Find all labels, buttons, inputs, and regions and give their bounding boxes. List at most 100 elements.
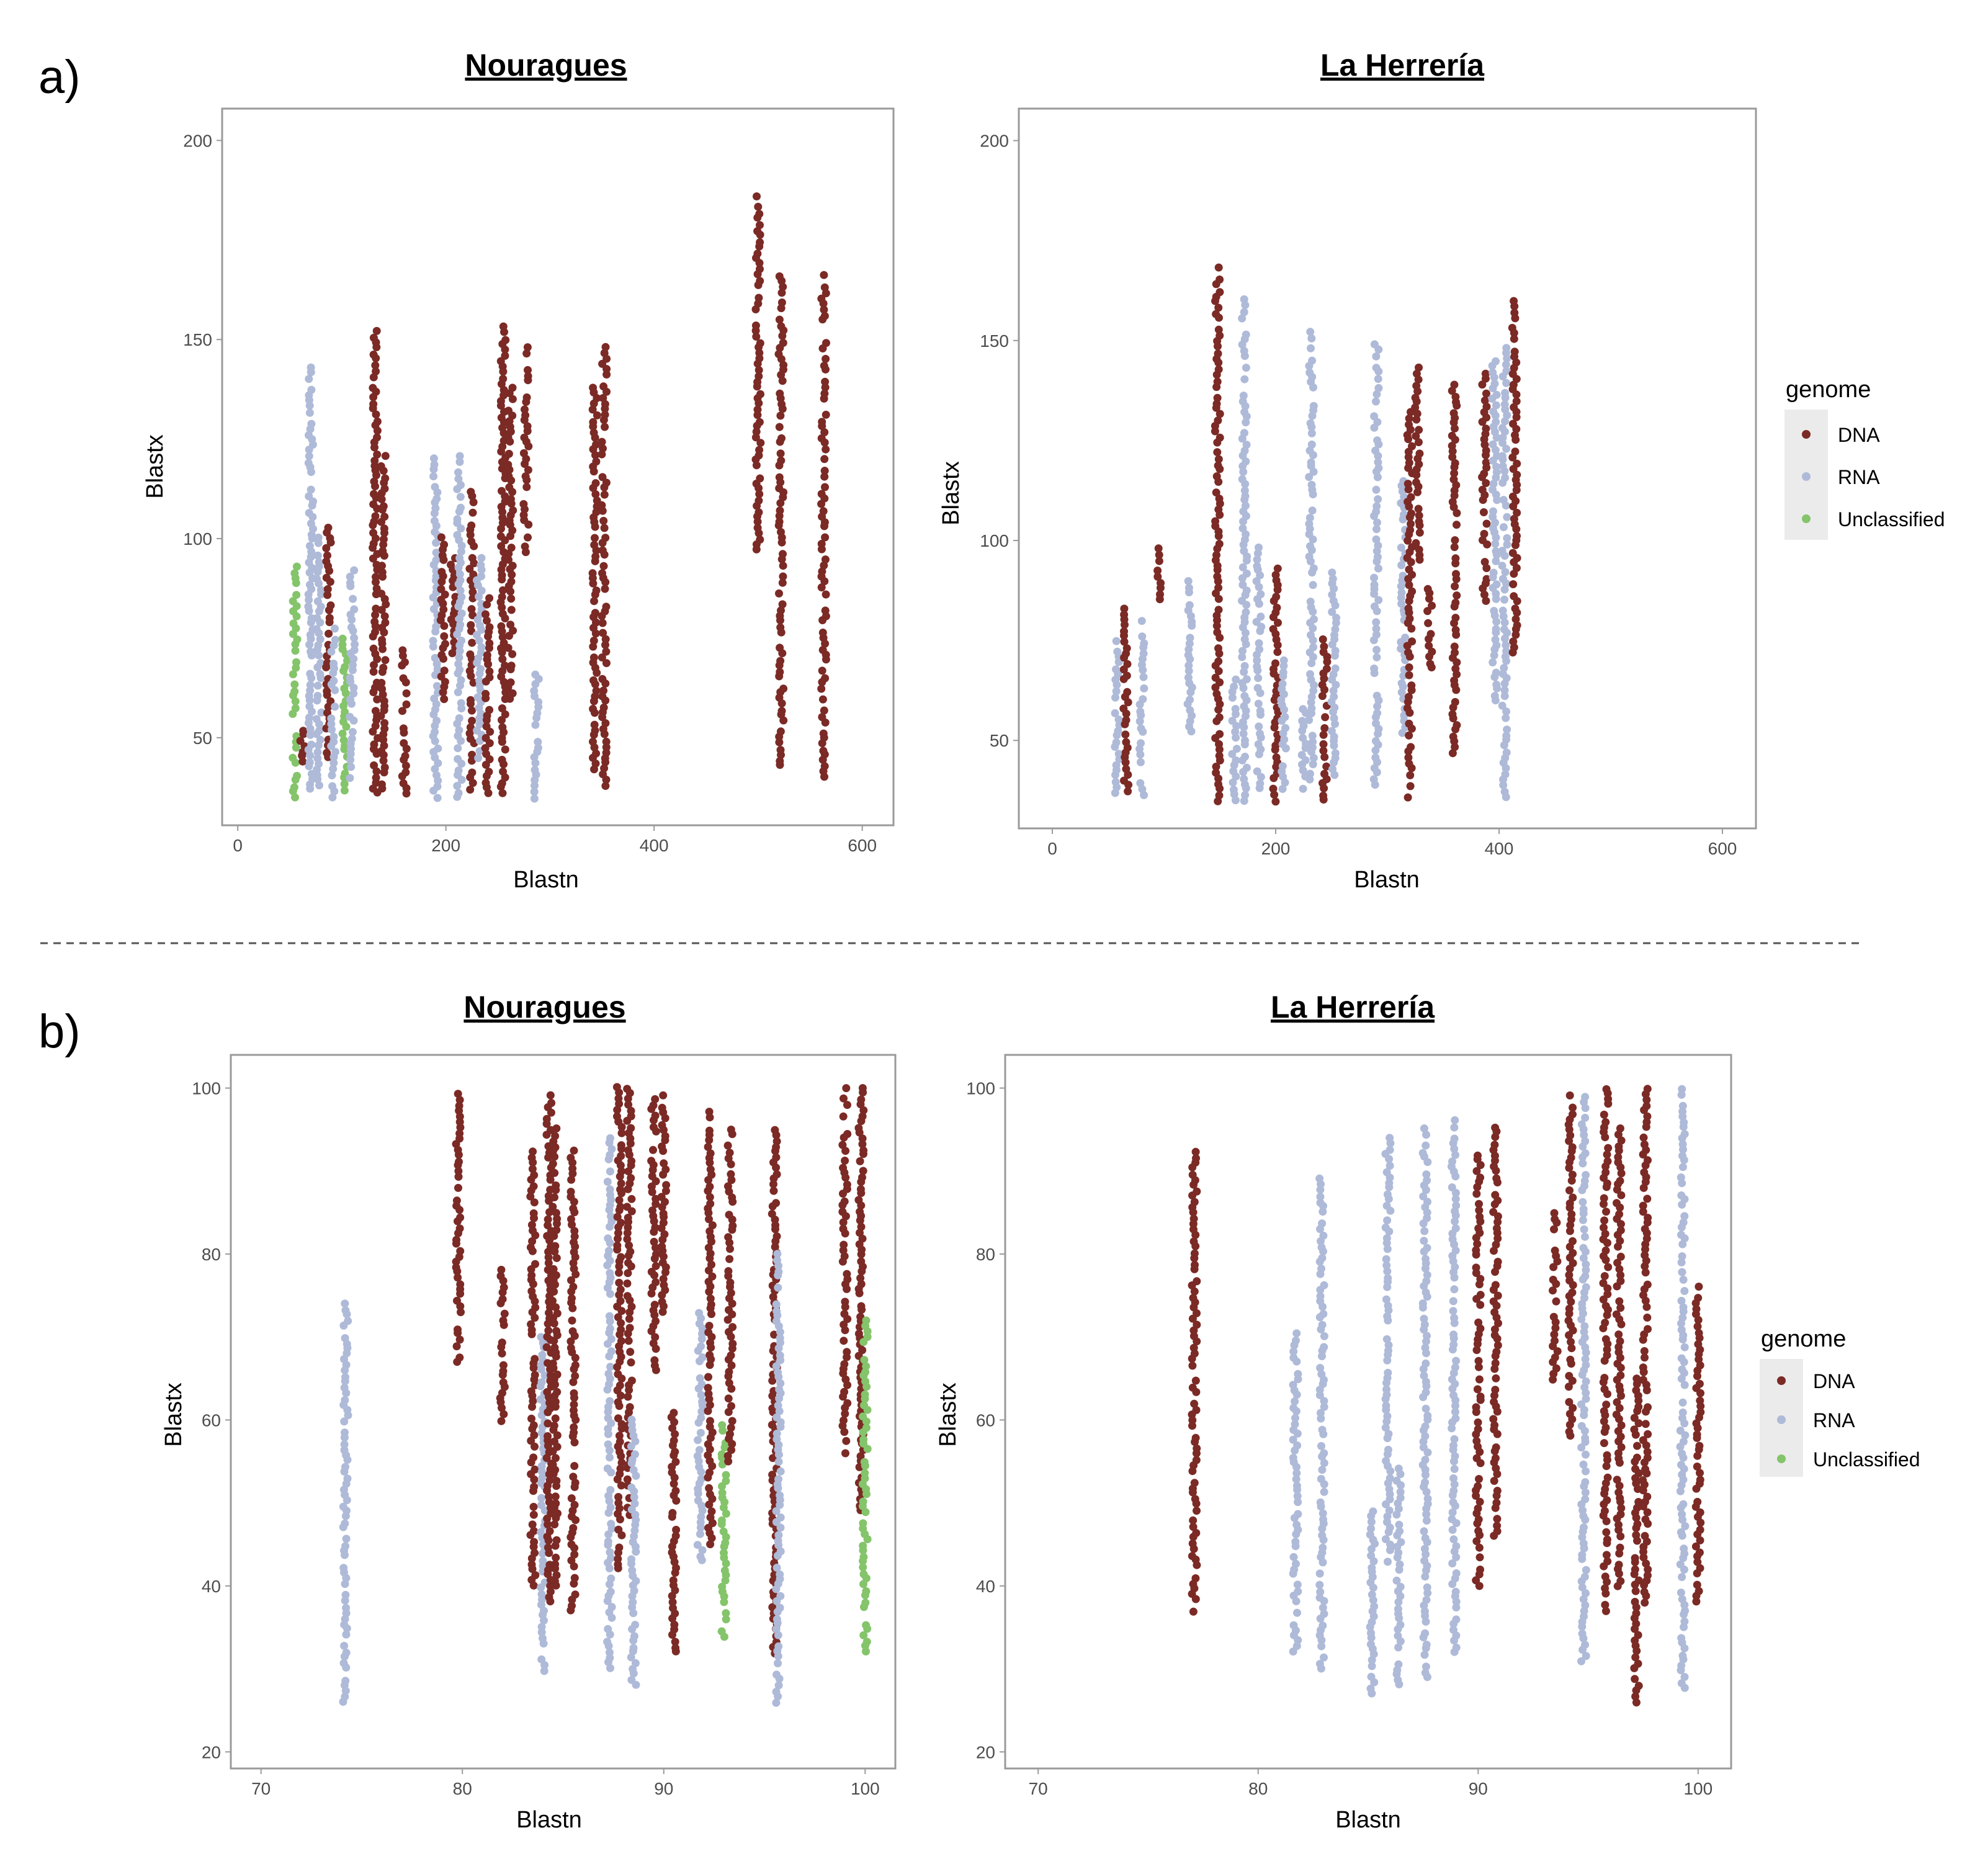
data-point-dna: [1407, 724, 1416, 733]
data-point-dna: [1451, 582, 1459, 591]
data-point-dna: [625, 1150, 634, 1159]
data-point-rna: [1450, 1319, 1459, 1327]
data-point-dna: [754, 399, 763, 408]
data-point-dna: [1617, 1504, 1626, 1512]
data-point-rna: [327, 647, 336, 656]
data-point-dna: [1216, 784, 1224, 793]
data-point-rna: [457, 704, 466, 713]
data-point-dna: [1490, 1365, 1499, 1373]
data-point-dna: [753, 213, 762, 222]
data-point-rna: [307, 651, 316, 660]
data-point-unclassified: [859, 1603, 868, 1611]
data-point-dna: [1568, 1376, 1577, 1385]
data-point-dna: [499, 586, 507, 594]
data-point-dna: [1405, 513, 1414, 522]
data-point-rna: [1279, 661, 1288, 670]
data-point-dna: [625, 1308, 634, 1317]
data-point-rna: [1331, 601, 1340, 610]
data-point-rna: [1309, 636, 1317, 645]
y-tick-label: 80: [202, 1245, 221, 1264]
data-point-rna: [1307, 698, 1315, 707]
data-point-dna: [1153, 572, 1162, 581]
data-point-rna: [605, 1497, 614, 1505]
data-point-rna: [1328, 568, 1337, 577]
data-point-dna: [859, 1150, 867, 1159]
data-point-rna: [630, 1487, 638, 1496]
data-point-dna: [483, 600, 491, 609]
data-point-dna: [456, 1302, 465, 1311]
data-point-dna: [651, 1199, 660, 1208]
data-point-dna: [1567, 1344, 1576, 1353]
data-point-rna: [603, 1261, 612, 1270]
data-point-rna: [1419, 1633, 1428, 1642]
data-point-rna: [1451, 1502, 1459, 1510]
data-point-dna: [602, 387, 611, 396]
data-point-rna: [340, 1468, 349, 1476]
data-point-rna: [1498, 372, 1507, 381]
data-point-dna: [1478, 473, 1487, 482]
data-point-rna: [1396, 1470, 1405, 1479]
data-point-dna: [617, 1144, 626, 1153]
data-point-rna: [342, 1389, 351, 1397]
data-point-dna: [1617, 1320, 1626, 1329]
data-point-rna: [1383, 1245, 1392, 1253]
data-point-rna: [313, 568, 322, 576]
data-point-dna: [1473, 1183, 1482, 1191]
data-point-dna: [1600, 1562, 1608, 1571]
data-point-unclassified: [720, 1443, 729, 1452]
data-point-dna: [1491, 1132, 1500, 1141]
data-point-rna: [698, 1507, 707, 1515]
data-point-dna: [1552, 1218, 1561, 1227]
data-point-dna: [378, 505, 387, 514]
data-point-dna: [615, 1262, 624, 1271]
data-point-rna: [773, 1618, 782, 1627]
data-point-dna: [752, 461, 761, 470]
y-axis-title: Blastx: [161, 1383, 187, 1446]
data-point-unclassified: [862, 1647, 870, 1656]
y-tick-label: 40: [202, 1577, 221, 1596]
data-point-unclassified: [292, 562, 301, 571]
data-point-dna: [550, 1193, 558, 1201]
data-point-dna: [1492, 1374, 1500, 1383]
data-point-rna: [629, 1669, 638, 1678]
data-point-rna: [1492, 401, 1500, 410]
data-point-rna: [537, 1365, 545, 1374]
data-point-dna: [1642, 1229, 1651, 1237]
data-point-rna: [1582, 1348, 1590, 1357]
data-point-rna: [1449, 1297, 1457, 1306]
data-point-rna: [340, 1641, 349, 1650]
data-point-rna: [1385, 1155, 1394, 1163]
data-point-dna: [439, 688, 447, 697]
data-point-dna: [1513, 597, 1521, 606]
data-point-rna: [1372, 557, 1381, 566]
data-point-dna: [456, 1123, 465, 1132]
data-point-rna: [1239, 517, 1247, 526]
data-point-dna: [544, 1408, 552, 1417]
data-point-rna: [531, 720, 540, 729]
data-point-dna: [378, 645, 387, 653]
data-point-dna: [1644, 1430, 1652, 1438]
data-point-dna: [623, 1475, 632, 1484]
data-point-rna: [772, 1300, 781, 1309]
data-point-rna: [1394, 1625, 1402, 1634]
data-point-dna: [1475, 1375, 1484, 1384]
data-point-rna: [1253, 666, 1262, 675]
data-point-rna: [1680, 1419, 1689, 1428]
data-point-dna: [1630, 1664, 1639, 1672]
data-point-rna: [1578, 1153, 1587, 1162]
data-point-unclassified: [718, 1482, 726, 1490]
data-point-rna: [1451, 1150, 1459, 1159]
data-point-dna: [552, 1553, 560, 1562]
data-point-dna: [625, 1296, 634, 1305]
data-point-dna: [468, 508, 477, 517]
data-point-rna: [1386, 1162, 1394, 1170]
data-point-rna: [1309, 450, 1317, 459]
data-point-rna: [1319, 1509, 1327, 1518]
data-point-dna: [1480, 529, 1489, 538]
data-point-dna: [602, 365, 611, 374]
data-point-dna: [524, 465, 532, 474]
data-point-dna: [1188, 1163, 1197, 1172]
data-point-dna: [553, 1219, 561, 1228]
data-point-dna: [1631, 1675, 1639, 1683]
data-point-rna: [1372, 390, 1381, 398]
